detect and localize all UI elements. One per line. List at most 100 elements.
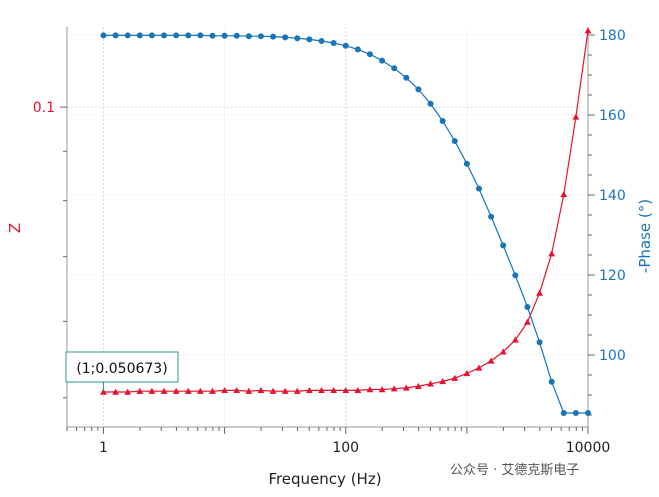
z-point — [536, 289, 543, 296]
z-point — [245, 387, 253, 394]
phase-point — [439, 118, 446, 124]
phase-point — [282, 34, 289, 41]
z-point — [257, 386, 265, 394]
phase-point — [294, 35, 301, 42]
phase-point — [536, 339, 543, 346]
phase-point — [148, 32, 155, 39]
phase-point — [379, 57, 386, 64]
z-point — [293, 387, 301, 394]
z-point — [196, 387, 204, 394]
z-point — [318, 386, 325, 394]
x-tick-label: 1 — [99, 440, 108, 456]
phase-point — [257, 33, 264, 40]
annotation: (1;0.050673) — [65, 351, 179, 391]
z-point — [221, 386, 228, 394]
z-point — [160, 387, 168, 394]
watermark-text: 公众号 · 艾德克斯电子 — [450, 463, 579, 478]
z-point — [463, 369, 471, 377]
phase-point — [270, 33, 277, 40]
x-axis-title: Frequency (Hz) — [268, 470, 381, 488]
z-point — [560, 191, 568, 198]
x-tick-label: 10000 — [566, 440, 611, 456]
z-point — [402, 384, 410, 391]
phase-point — [112, 32, 119, 39]
phase-point — [124, 32, 131, 39]
z-point — [124, 388, 132, 395]
phase-series — [100, 32, 591, 416]
z-point — [100, 388, 107, 395]
right-y-tick-label: 180 — [599, 28, 626, 44]
z-point — [548, 250, 556, 257]
phase-point — [488, 213, 495, 220]
z-point — [354, 386, 362, 394]
z-point — [439, 377, 447, 385]
z-point — [281, 387, 289, 394]
phase-point — [197, 32, 204, 39]
phase-point — [354, 46, 361, 53]
phase-point — [161, 32, 168, 39]
phase-point — [500, 242, 507, 249]
z-point — [342, 386, 350, 394]
z-point — [112, 388, 119, 395]
phase-point — [330, 40, 337, 46]
right-y-tick-label: 160 — [599, 108, 626, 124]
phase-point — [512, 272, 519, 279]
phase-point — [403, 74, 410, 81]
phase-point — [585, 410, 591, 416]
z-point — [584, 27, 592, 34]
phase-point — [185, 32, 192, 39]
phase-point — [475, 185, 482, 192]
phase-point — [318, 38, 325, 44]
ticks: 1 100 10000 0.1 100 120 140 160 180 — [33, 28, 626, 456]
phase-point — [245, 33, 252, 40]
z-point — [233, 386, 241, 394]
z-series — [100, 27, 592, 395]
phase-point — [100, 32, 107, 39]
phase-point — [209, 32, 216, 39]
z-point — [415, 382, 422, 389]
z-point — [499, 348, 507, 355]
right-y-axis-title: -Phase (°) — [636, 199, 654, 273]
phase-point — [524, 304, 531, 310]
z-point — [136, 387, 144, 394]
phase-point — [366, 51, 373, 58]
phase-point — [342, 42, 349, 49]
phase-point — [221, 32, 228, 39]
annotation-box — [65, 351, 179, 383]
phase-point — [560, 410, 567, 416]
z-point — [524, 318, 531, 325]
phase-point — [548, 378, 555, 385]
x-tick-label: 100 — [332, 440, 359, 456]
phase-point — [136, 32, 143, 39]
z-point — [475, 364, 483, 371]
z-point — [378, 386, 386, 393]
series — [100, 27, 592, 416]
z-point — [572, 113, 580, 120]
z-point — [390, 385, 398, 392]
z-point — [209, 387, 216, 394]
phase-point — [427, 100, 434, 107]
phase-point — [451, 138, 458, 144]
z-point — [451, 374, 459, 381]
z-point — [427, 380, 434, 387]
phase-point — [572, 410, 579, 416]
z-point — [305, 386, 313, 394]
annotation-label: (1;0.050673) — [76, 361, 167, 377]
left-y-tick-label: 0.1 — [33, 100, 55, 116]
z-point — [172, 387, 180, 394]
right-y-tick-label: 120 — [599, 268, 626, 284]
right-y-tick-label: 100 — [599, 348, 626, 364]
phase-point — [306, 36, 313, 43]
phase-point — [233, 32, 240, 39]
right-y-tick-label: 140 — [599, 188, 626, 204]
z-point — [269, 387, 277, 394]
phase-point — [415, 86, 422, 93]
z-point — [487, 357, 495, 364]
phase-point — [173, 32, 180, 39]
z-point — [148, 387, 156, 394]
z-point — [184, 387, 192, 394]
left-y-axis-title: Z — [6, 223, 24, 233]
z-point — [330, 386, 338, 394]
z-point — [366, 386, 374, 393]
